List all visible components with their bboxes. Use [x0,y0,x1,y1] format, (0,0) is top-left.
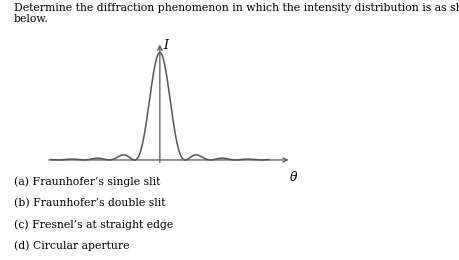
Text: (a) Fraunhofer’s single slit: (a) Fraunhofer’s single slit [14,177,160,187]
Text: (b) Fraunhofer’s double slit: (b) Fraunhofer’s double slit [14,198,165,209]
Text: I: I [163,38,168,51]
Text: (c) Fresnel’s at straight edge: (c) Fresnel’s at straight edge [14,219,173,230]
Text: (d) Circular aperture: (d) Circular aperture [14,241,129,251]
Text: θ: θ [290,171,297,184]
Text: Determine the diffraction phenomenon in which the intensity distribution is as s: Determine the diffraction phenomenon in … [14,3,459,24]
